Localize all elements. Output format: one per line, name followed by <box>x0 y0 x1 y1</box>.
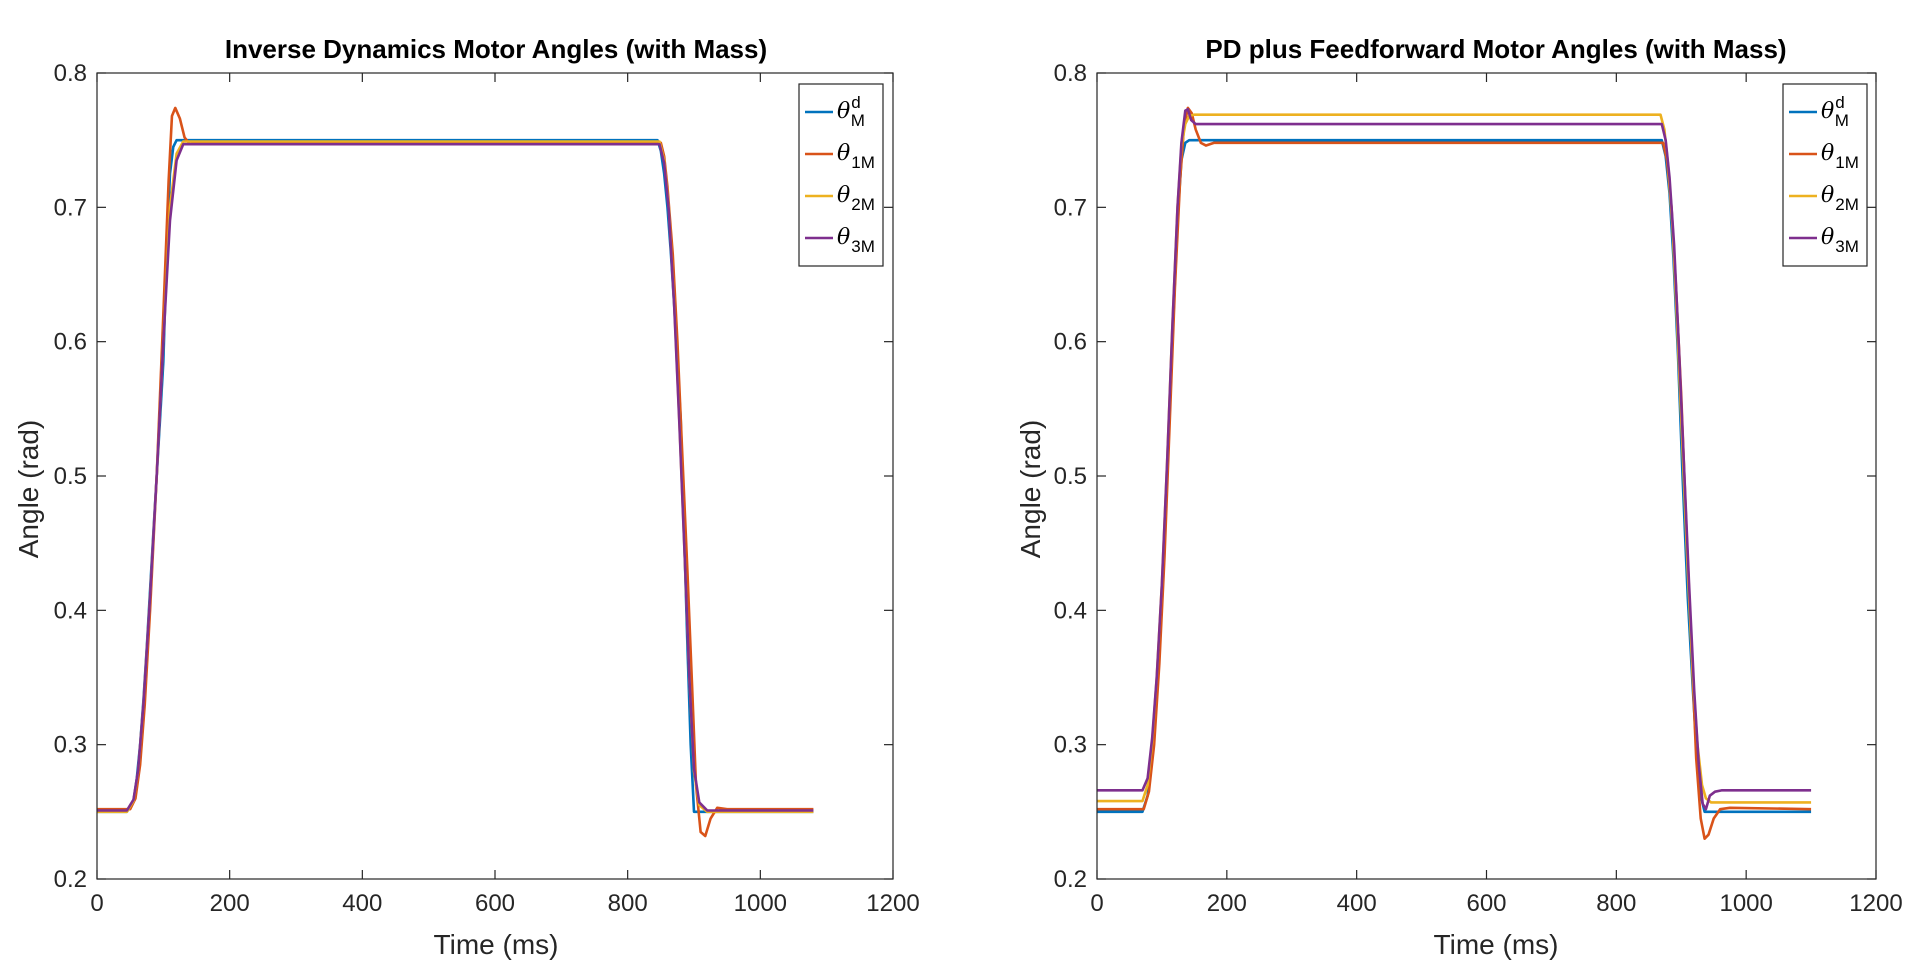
series-group <box>1097 106 1812 840</box>
y-tick-label: 0.4 <box>1054 597 1087 624</box>
series-group <box>97 106 814 838</box>
y-tick-label: 0.6 <box>1054 329 1087 356</box>
y-tick-label: 0.6 <box>54 329 87 356</box>
legend-entry: θ2M <box>1821 183 1859 214</box>
chart-title: Inverse Dynamics Motor Angles (with Mass… <box>225 34 767 64</box>
legend-box <box>1782 83 1868 267</box>
legend-entry: θ1M <box>837 141 875 172</box>
x-tick-label: 1000 <box>734 890 787 917</box>
plot-area <box>97 73 893 879</box>
x-tick-label: 1200 <box>1849 890 1902 917</box>
legend-entry: θd M <box>1821 93 1849 130</box>
y-tick-label: 0.8 <box>54 60 87 87</box>
x-tick-label: 400 <box>1337 890 1377 917</box>
y-tick-label: 0.5 <box>1054 463 1087 490</box>
legend-entry: θ2M <box>837 183 875 214</box>
y-tick-label: 0.8 <box>1054 60 1087 87</box>
x-axis-label: Time (ms) <box>434 929 559 960</box>
chart-pd-feedforward: PD plus Feedforward Motor Angles (with M… <box>1015 34 1903 960</box>
y-axis-label: Angle (rad) <box>1015 420 1046 559</box>
x-tick-label: 600 <box>475 890 515 917</box>
y-tick-label: 0.5 <box>54 463 87 490</box>
x-tick-label: 800 <box>608 890 648 917</box>
x-tick-label: 600 <box>1466 890 1506 917</box>
x-tick-label: 400 <box>342 890 382 917</box>
y-tick-label: 0.4 <box>54 597 87 624</box>
legend: θd M θ1M θ2M θ3M <box>798 83 884 267</box>
x-axis-label: Time (ms) <box>1434 929 1559 960</box>
x-tick-label: 0 <box>1090 890 1103 917</box>
legend-entry: θ3M <box>1821 225 1859 256</box>
x-tick-label: 0 <box>90 890 103 917</box>
x-tick-label: 200 <box>1207 890 1247 917</box>
chart-title: PD plus Feedforward Motor Angles (with M… <box>1205 34 1786 64</box>
series-line-3m <box>97 142 814 812</box>
y-tick-label: 0.7 <box>54 194 87 221</box>
legend-entry: θd M <box>837 93 865 130</box>
x-tick-label: 1200 <box>866 890 919 917</box>
legend-box <box>798 83 884 267</box>
legend-entry: θ1M <box>1821 141 1859 172</box>
chart-inverse-dynamics: Inverse Dynamics Motor Angles (with Mass… <box>13 34 920 960</box>
y-tick-label: 0.3 <box>54 732 87 759</box>
y-tick-label: 0.2 <box>1054 866 1087 893</box>
x-tick-label: 1000 <box>1719 890 1772 917</box>
plot-area <box>1097 73 1876 879</box>
series-line-1m <box>1097 106 1812 840</box>
y-axis-label: Angle (rad) <box>13 420 44 559</box>
y-tick-label: 0.7 <box>1054 194 1087 221</box>
legend: θd M θ1M θ2M θ3M <box>1782 83 1868 267</box>
y-tick-label: 0.3 <box>1054 732 1087 759</box>
y-tick-label: 0.2 <box>54 866 87 893</box>
x-tick-label: 800 <box>1596 890 1636 917</box>
x-tick-label: 200 <box>210 890 250 917</box>
series-line-3m <box>1097 107 1812 811</box>
legend-entry: θ3M <box>837 225 875 256</box>
